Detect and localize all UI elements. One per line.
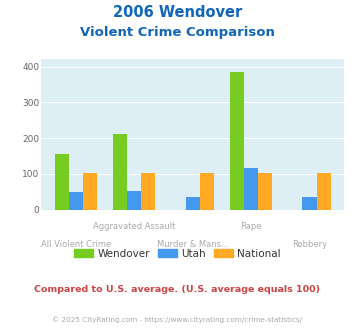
Bar — [113, 134, 127, 210]
Text: All Violent Crime: All Violent Crime — [40, 240, 111, 248]
Bar — [200, 173, 214, 210]
Text: © 2025 CityRating.com - https://www.cityrating.com/crime-statistics/: © 2025 CityRating.com - https://www.city… — [53, 317, 302, 323]
Bar — [230, 72, 244, 210]
Bar — [127, 191, 141, 210]
Text: Compared to U.S. average. (U.S. average equals 100): Compared to U.S. average. (U.S. average … — [34, 285, 321, 294]
Text: Aggravated Assault: Aggravated Assault — [93, 221, 175, 231]
Bar — [141, 173, 155, 210]
Bar — [186, 197, 200, 210]
Text: Robbery: Robbery — [292, 240, 327, 248]
Text: Murder & Mans...: Murder & Mans... — [157, 240, 229, 248]
Bar — [244, 168, 258, 210]
Legend: Wendover, Utah, National: Wendover, Utah, National — [70, 245, 285, 263]
Bar — [83, 173, 97, 210]
Text: Rape: Rape — [240, 221, 262, 231]
Bar — [302, 197, 317, 210]
Bar — [258, 173, 272, 210]
Text: Violent Crime Comparison: Violent Crime Comparison — [80, 26, 275, 39]
Bar — [69, 192, 83, 210]
Bar — [55, 154, 69, 210]
Text: 2006 Wendover: 2006 Wendover — [113, 5, 242, 20]
Bar — [317, 173, 331, 210]
